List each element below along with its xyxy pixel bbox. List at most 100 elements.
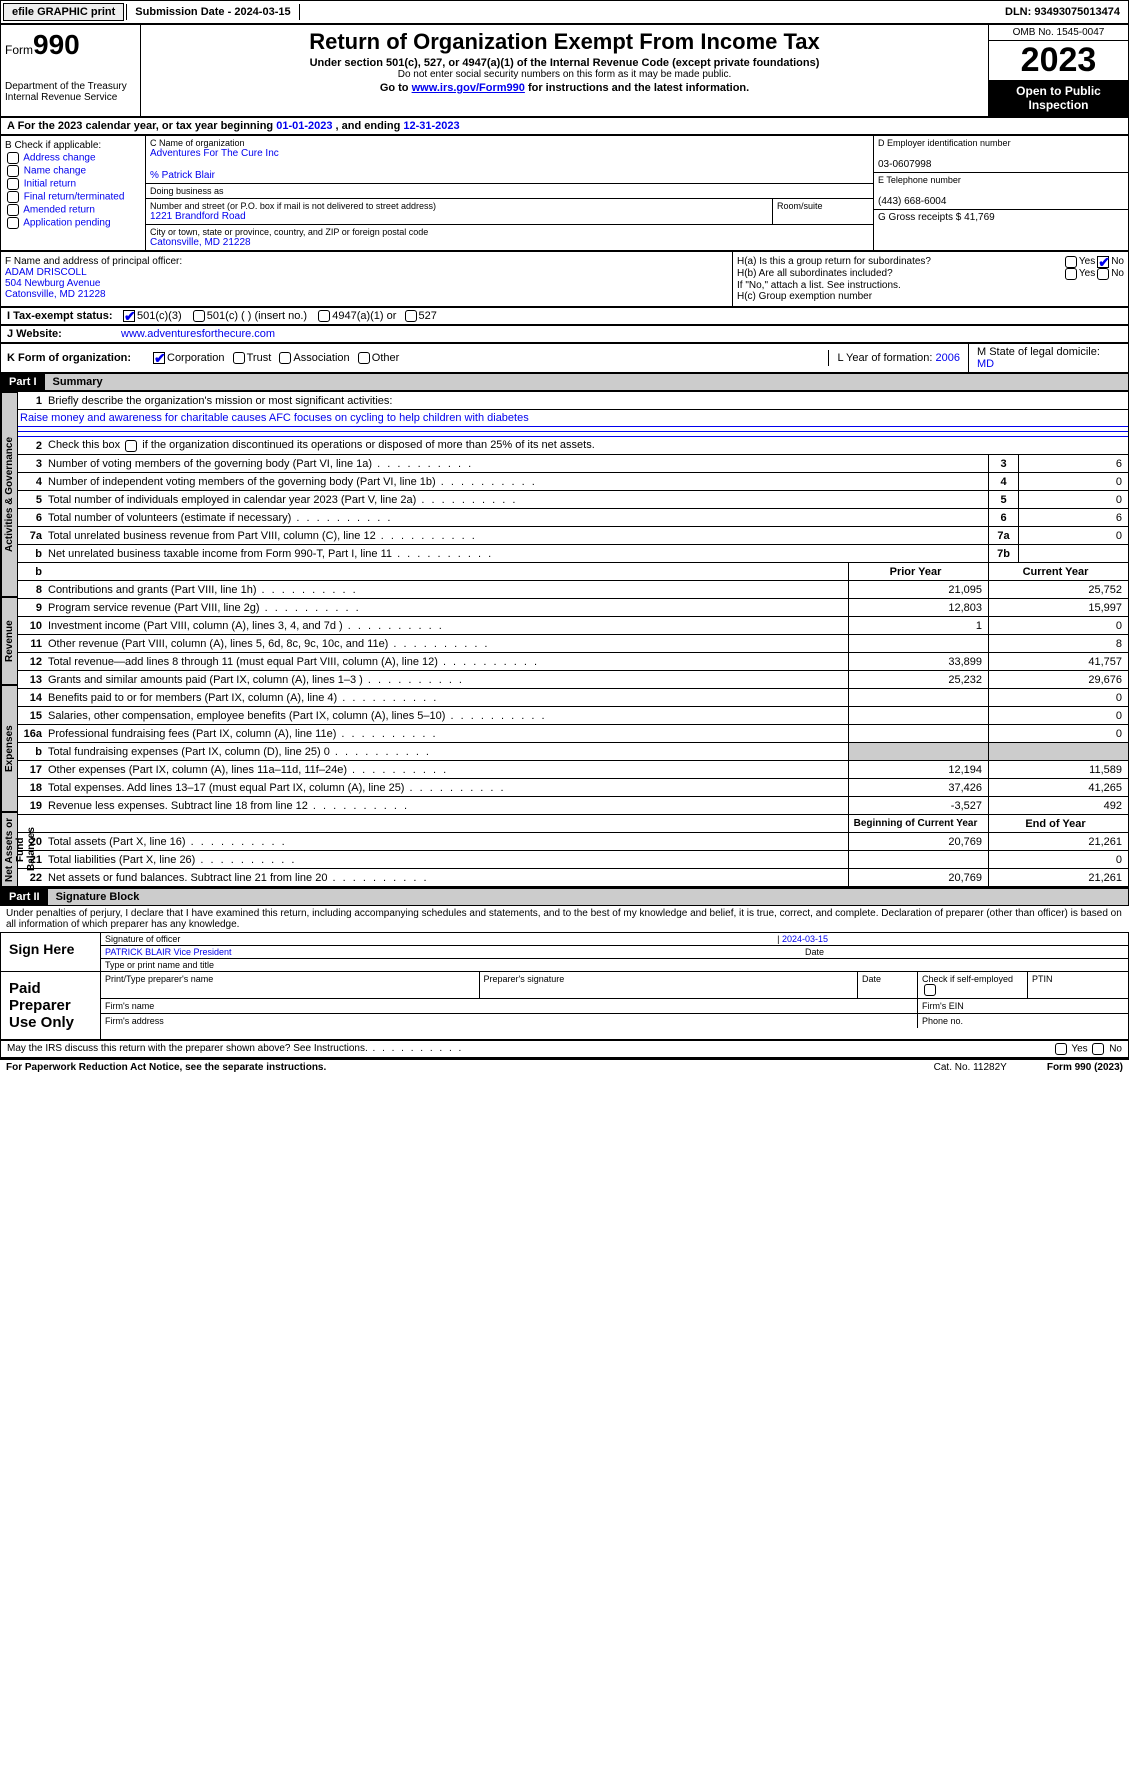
summary-line: bNet unrelated business taxable income f… (18, 545, 1128, 563)
chk-501c[interactable] (193, 310, 205, 322)
summary-line: 17Other expenses (Part IX, column (A), l… (18, 761, 1128, 779)
summary-line: 2Check this box if the organization disc… (18, 437, 1128, 455)
phone-cell: E Telephone number (443) 668-6004 (874, 173, 1128, 210)
summary-line: 21Total liabilities (Part X, line 26)0 (18, 851, 1128, 869)
summary-line: 15Salaries, other compensation, employee… (18, 707, 1128, 725)
chk-4947[interactable] (318, 310, 330, 322)
website-value: www.adventuresforthecure.com (121, 328, 275, 340)
top-bar: efile GRAPHIC print Submission Date - 20… (0, 0, 1129, 24)
prep-sig: Preparer's signature (480, 972, 859, 998)
website-row: J Website: www.adventuresforthecure.com (0, 325, 1129, 343)
city-cell: City or town, state or province, country… (146, 225, 873, 250)
ein-cell: D Employer identification number 03-0607… (874, 136, 1128, 173)
check-name-change[interactable]: Name change (5, 165, 141, 177)
hb-yes[interactable] (1065, 268, 1077, 280)
hb-no[interactable] (1097, 268, 1109, 280)
submission-date: Submission Date - 2024-03-15 (126, 4, 299, 20)
entity-info-grid: B Check if applicable: Address change Na… (0, 135, 1129, 251)
perjury-statement: Under penalties of perjury, I declare th… (0, 906, 1129, 932)
summary-line: 5Total number of individuals employed in… (18, 491, 1128, 509)
state-domicile: M State of legal domicile: MD (968, 344, 1128, 372)
street-cell: Number and street (or P.O. box if mail i… (146, 199, 773, 225)
check-final-return[interactable]: Final return/terminated (5, 191, 141, 203)
ha-yes[interactable] (1065, 256, 1077, 268)
check-address-change[interactable]: Address change (5, 152, 141, 164)
tax-status-row: I Tax-exempt status: 501(c)(3) 501(c) ( … (0, 307, 1129, 325)
summary-line: 10Investment income (Part VIII, column (… (18, 617, 1128, 635)
check-app-pending[interactable]: Application pending (5, 217, 141, 229)
dba-cell: Doing business as (146, 184, 873, 199)
prep-date: Date (858, 972, 918, 998)
firm-phone: Phone no. (918, 1014, 1128, 1028)
goto-line: Go to www.irs.gov/Form990 for instructio… (145, 82, 984, 94)
paid-preparer-label: Paid Preparer Use Only (1, 972, 101, 1039)
chk-527[interactable] (405, 310, 417, 322)
part1-header: Part I Summary (0, 373, 1129, 391)
vtab-revenue: Revenue (1, 597, 18, 685)
year-formation: L Year of formation: 2006 (828, 350, 968, 366)
box-h: H(a) Is this a group return for subordin… (733, 252, 1128, 306)
summary-line: bTotal fundraising expenses (Part IX, co… (18, 743, 1128, 761)
officer-group-row: F Name and address of principal officer:… (0, 251, 1129, 307)
chk-corp[interactable] (153, 352, 165, 364)
chk-501c3[interactable] (123, 310, 135, 322)
tax-year-range: A For the 2023 calendar year, or tax yea… (0, 117, 1129, 135)
gross-receipts: G Gross receipts $ 41,769 (874, 210, 1128, 225)
department: Department of the Treasury Internal Reve… (5, 81, 136, 103)
efile-print-button[interactable]: efile GRAPHIC print (3, 3, 124, 21)
box-f: F Name and address of principal officer:… (1, 252, 733, 306)
vtab-expenses: Expenses (1, 685, 18, 812)
chk-trust[interactable] (233, 352, 245, 364)
dln: DLN: 93493075013474 (997, 4, 1128, 20)
part2-header: Part II Signature Block (0, 888, 1129, 906)
summary-line: 14Benefits paid to or for members (Part … (18, 689, 1128, 707)
check-amended[interactable]: Amended return (5, 204, 141, 216)
summary-line: 20Total assets (Part X, line 16)20,76921… (18, 833, 1128, 851)
tax-year: 2023 (989, 41, 1128, 80)
summary-line: 1Briefly describe the organization's mis… (18, 392, 1128, 410)
chk-other[interactable] (358, 352, 370, 364)
vtab-netassets: Net Assets or Fund Balances (1, 812, 18, 887)
chk-assoc[interactable] (279, 352, 291, 364)
summary-line: Beginning of Current YearEnd of Year (18, 815, 1128, 833)
subtitle: Under section 501(c), 527, or 4947(a)(1)… (145, 57, 984, 69)
summary-line: bPrior YearCurrent Year (18, 563, 1128, 581)
form-number: Form990 (5, 29, 136, 61)
ha-no[interactable] (1097, 256, 1109, 268)
summary-line: 18Total expenses. Add lines 13–17 (must … (18, 779, 1128, 797)
prep-self: Check if self-employed (918, 972, 1028, 998)
irs-link[interactable]: www.irs.gov/Form990 (412, 82, 525, 94)
summary-line: 22Net assets or fund balances. Subtract … (18, 869, 1128, 887)
mission-text: Raise money and awareness for charitable… (18, 410, 1128, 427)
summary-line: 19Revenue less expenses. Subtract line 1… (18, 797, 1128, 815)
summary-line: 16aProfessional fundraising fees (Part I… (18, 725, 1128, 743)
vtab-governance: Activities & Governance (1, 392, 18, 597)
prep-name: Print/Type preparer's name (101, 972, 480, 998)
form-title: Return of Organization Exempt From Incom… (145, 29, 984, 55)
discuss-yes[interactable] (1055, 1043, 1067, 1055)
summary-line: 11Other revenue (Part VIII, column (A), … (18, 635, 1128, 653)
discuss-row: May the IRS discuss this return with the… (0, 1040, 1129, 1058)
summary-line: 7aTotal unrelated business revenue from … (18, 527, 1128, 545)
firm-name: Firm's name (101, 999, 918, 1013)
room-cell: Room/suite (773, 199, 873, 225)
summary-line: 8Contributions and grants (Part VIII, li… (18, 581, 1128, 599)
ssn-warning: Do not enter social security numbers on … (145, 69, 984, 80)
summary-line: 6Total number of volunteers (estimate if… (18, 509, 1128, 527)
prep-ptin: PTIN (1028, 972, 1128, 998)
summary-line: 12Total revenue—add lines 8 through 11 (… (18, 653, 1128, 671)
check-initial-return[interactable]: Initial return (5, 178, 141, 190)
box-b: B Check if applicable: Address change Na… (1, 136, 146, 250)
open-inspection: Open to Public Inspection (989, 80, 1128, 116)
form-header: Form990 Department of the Treasury Inter… (0, 24, 1129, 117)
page-footer: For Paperwork Reduction Act Notice, see … (0, 1058, 1129, 1075)
org-name-cell: C Name of organization Adventures For Th… (146, 136, 873, 184)
sign-here-label: Sign Here (1, 933, 101, 971)
firm-ein: Firm's EIN (918, 999, 1128, 1013)
summary-section: Activities & Governance Revenue Expenses… (0, 391, 1129, 888)
summary-line: 9Program service revenue (Part VIII, lin… (18, 599, 1128, 617)
summary-line: 3Number of voting members of the governi… (18, 455, 1128, 473)
firm-addr: Firm's address (101, 1014, 918, 1028)
summary-line: 13Grants and similar amounts paid (Part … (18, 671, 1128, 689)
discuss-no[interactable] (1092, 1043, 1104, 1055)
